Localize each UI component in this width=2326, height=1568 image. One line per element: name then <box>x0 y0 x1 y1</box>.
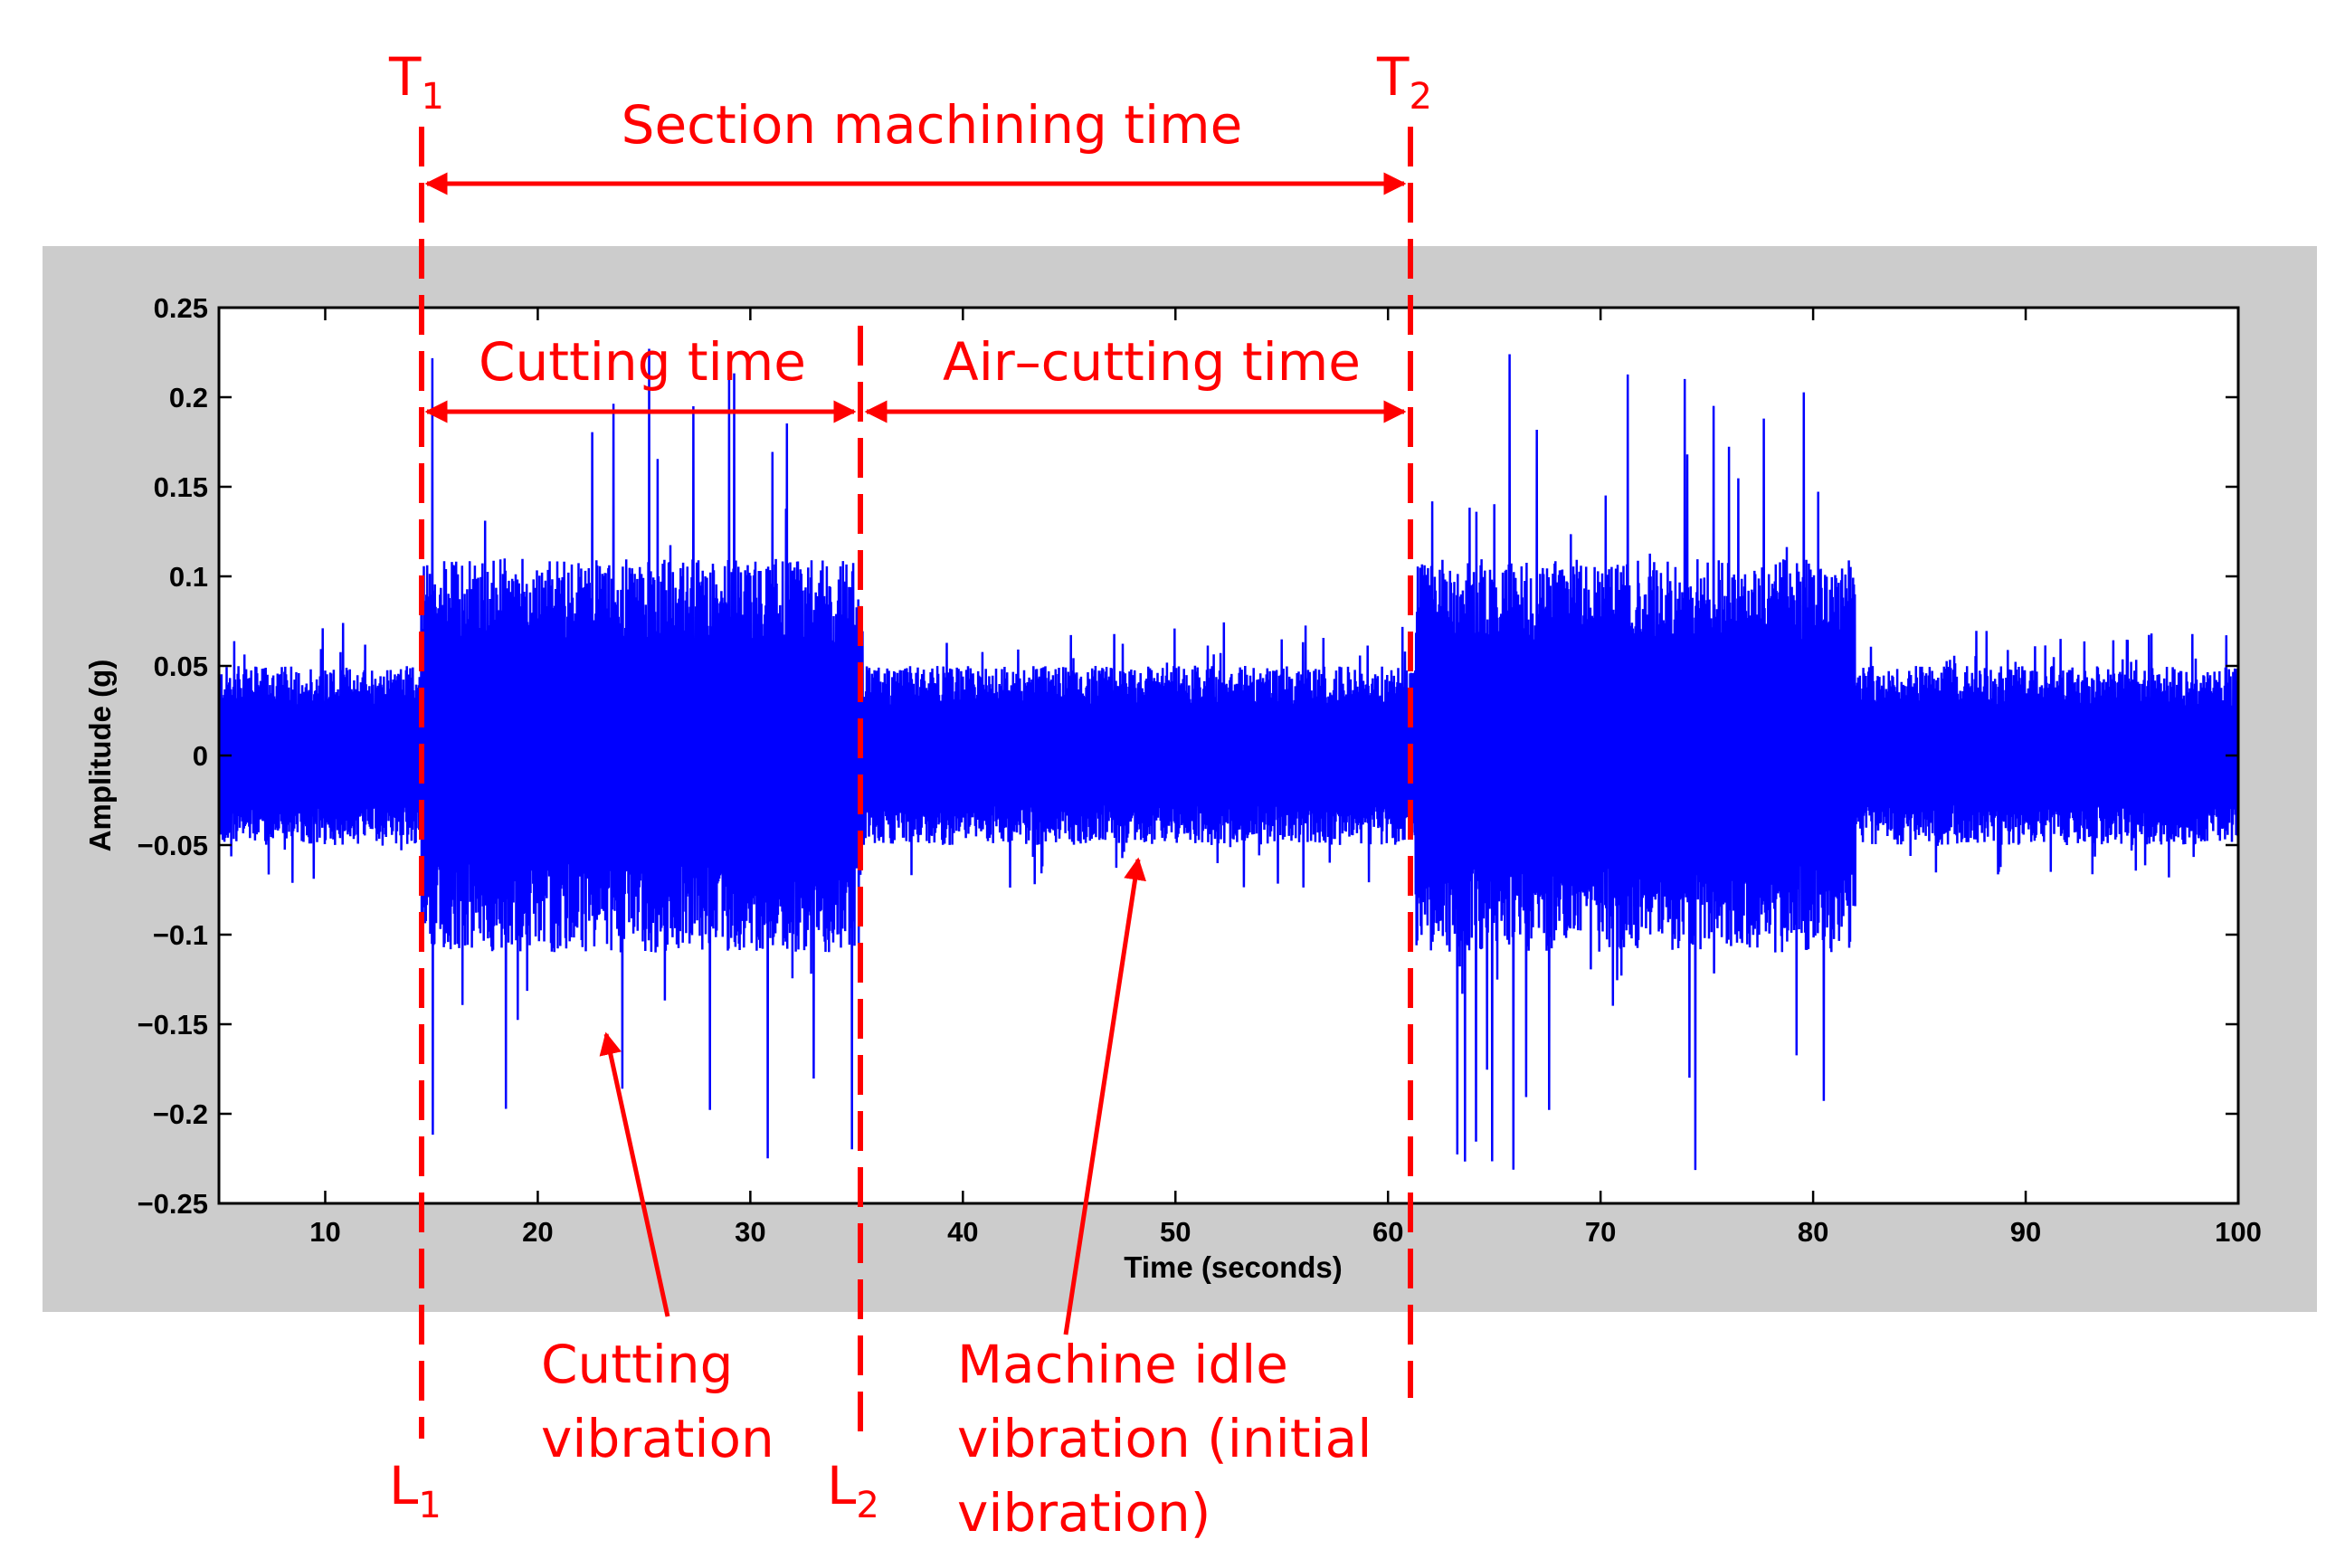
idle-vibration-label-line2: vibration (initial <box>957 1408 1372 1469</box>
x-tick-label: 80 <box>1798 1216 1828 1248</box>
x-tick-label: 90 <box>2010 1216 2041 1248</box>
y-axis-ticks: 0.25 0.2 0.15 0.1 0.05 0 −0.05 −0.1 −0.15 −0.2 −0.… <box>138 292 2238 1220</box>
idle-vibration-label-line1: Machine idle <box>957 1334 1288 1395</box>
x-tick-label: 10 <box>309 1216 340 1248</box>
vibration-signal-series <box>217 348 2240 1171</box>
y-tick-label: −0.1 <box>153 919 208 951</box>
cutting-vibration-arrow <box>599 1031 670 1317</box>
x-axis-ticks: 10 20 30 40 50 60 70 80 90 100 <box>309 308 2262 1248</box>
x-axis-label: Time (seconds) <box>1124 1250 1342 1284</box>
y-tick-label: −0.25 <box>138 1188 208 1220</box>
y-tick-label: 0 <box>193 740 208 772</box>
idle-vibration-label-line3: vibration) <box>957 1482 1210 1544</box>
x-tick-label: 40 <box>947 1216 978 1248</box>
l2-label: L2 <box>827 1455 879 1526</box>
cutting-vibration-label-line1: Cutting <box>541 1334 733 1395</box>
x-tick-label: 50 <box>1160 1216 1191 1248</box>
x-tick-label: 60 <box>1372 1216 1403 1248</box>
y-tick-label: 0.15 <box>154 471 208 503</box>
air-cutting-time-label: Air–cutting time <box>943 331 1361 393</box>
l1-label: L1 <box>389 1455 441 1526</box>
t2-label: T2 <box>1376 46 1432 118</box>
y-tick-label: 0.25 <box>154 292 208 324</box>
y-tick-label: −0.15 <box>138 1009 208 1041</box>
idle-vibration-arrow <box>1063 857 1146 1335</box>
y-tick-label: 0.2 <box>169 382 208 413</box>
t1-label: T1 <box>388 46 444 118</box>
x-tick-label: 70 <box>1585 1216 1616 1248</box>
x-tick-label: 100 <box>2215 1216 2262 1248</box>
y-axis-label: Amplitude (g) <box>83 660 117 852</box>
cutting-vibration-label-line2: vibration <box>541 1408 774 1469</box>
y-tick-label: 0.1 <box>169 561 208 593</box>
x-tick-label: 20 <box>522 1216 553 1248</box>
y-tick-label: 0.05 <box>154 651 208 682</box>
x-tick-label: 30 <box>735 1216 765 1248</box>
y-tick-label: −0.2 <box>153 1098 208 1130</box>
cutting-time-label: Cutting time <box>479 331 806 393</box>
section-machining-time-label: Section machining time <box>622 94 1243 156</box>
y-tick-label: −0.05 <box>138 830 208 861</box>
